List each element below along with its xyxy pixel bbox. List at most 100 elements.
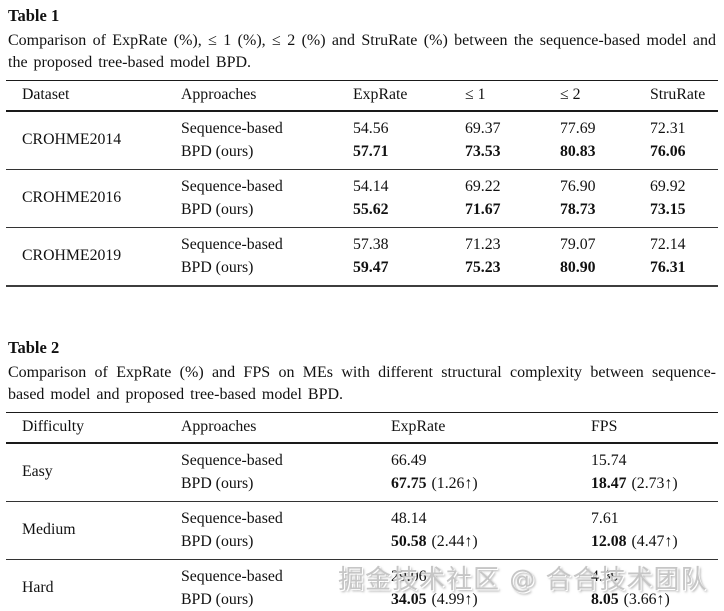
approach-label: BPD (ours) bbox=[181, 591, 254, 608]
leq2-cell: 77.69 80.83 bbox=[558, 111, 648, 170]
exprate-cell: 54.14 55.62 bbox=[351, 170, 463, 228]
metric-value-bold: 50.58 bbox=[391, 533, 427, 550]
metric-value: 77.69 bbox=[560, 120, 596, 137]
approach-cell: Sequence-based BPD (ours) bbox=[179, 111, 351, 170]
dataset-label: CROHME2019 bbox=[22, 247, 122, 264]
dataset-label: CROHME2016 bbox=[22, 189, 122, 206]
col-header-exprate: ExpRate bbox=[389, 412, 589, 444]
approach-cell: Sequence-based BPD (ours) bbox=[179, 502, 389, 560]
metric-value-bold: 67.75 bbox=[391, 475, 427, 492]
approach-label: BPD (ours) bbox=[181, 143, 254, 160]
table2-caption: Comparison of ExpRate (%) and FPS on MEs… bbox=[8, 364, 716, 403]
exprate-cell: 48.14 50.58 (2.44↑) bbox=[389, 502, 589, 560]
metric-value: 50.58 (2.44↑) bbox=[391, 530, 589, 553]
metric-value: 12.08 (4.47↑) bbox=[591, 530, 718, 553]
metric-value: 80.90 bbox=[560, 259, 596, 276]
section-spacer bbox=[4, 287, 720, 336]
approach-label: BPD (ours) bbox=[181, 533, 254, 550]
col-header-fps: FPS bbox=[589, 412, 718, 444]
col-header-approaches: Approaches bbox=[179, 80, 351, 112]
metric-value: 67.75 (1.26↑) bbox=[391, 472, 589, 495]
table2-title: Table 2 bbox=[8, 338, 60, 357]
metric-value: 54.14 bbox=[353, 178, 389, 195]
exprate-cell: 29.06 34.05 (4.99↑) bbox=[389, 560, 589, 611]
approach-label: BPD (ours) bbox=[181, 201, 254, 218]
metric-value: 73.53 bbox=[465, 143, 501, 160]
leq1-cell: 71.23 75.23 bbox=[463, 228, 558, 287]
metric-value: 4.39 bbox=[591, 568, 619, 585]
exprate-cell: 57.38 59.47 bbox=[351, 228, 463, 287]
metric-value: 76.90 bbox=[560, 178, 596, 195]
metric-delta: (4.47↑) bbox=[631, 533, 678, 550]
fps-cell: 15.74 18.47 (2.73↑) bbox=[589, 443, 718, 502]
metric-value-bold: 8.05 bbox=[591, 591, 619, 608]
metric-value: 59.47 bbox=[353, 259, 389, 276]
approach-label: Sequence-based bbox=[181, 452, 283, 469]
table-row-easy: Easy Sequence-based BPD (ours) 66.49 67.… bbox=[6, 443, 718, 502]
metric-value: 75.23 bbox=[465, 259, 501, 276]
metric-value: 48.14 bbox=[391, 510, 427, 527]
metric-value: 18.47 (2.73↑) bbox=[591, 472, 718, 495]
metric-delta: (1.26↑) bbox=[431, 475, 478, 492]
metric-value-bold: 34.05 bbox=[391, 591, 427, 608]
col-header-exprate: ExpRate bbox=[351, 80, 463, 112]
approach-cell: Sequence-based BPD (ours) bbox=[179, 443, 389, 502]
dataset-label: CROHME2014 bbox=[22, 131, 122, 148]
strurate-cell: 72.31 76.06 bbox=[648, 111, 718, 170]
table-row-crohme2019: CROHME2019 Sequence-based BPD (ours) 57.… bbox=[6, 227, 718, 287]
metric-value: 78.73 bbox=[560, 201, 596, 218]
table2: Difficulty Approaches ExpRate FPS Easy S… bbox=[6, 412, 718, 611]
metric-value: 71.67 bbox=[465, 201, 501, 218]
metric-value: 4.39 bbox=[591, 565, 718, 588]
table1-title: Table 1 bbox=[8, 6, 60, 25]
metric-delta: (3.66↑) bbox=[623, 591, 670, 608]
table1-section: Table 1 Comparison of ExpRate (%), ≤ 1 (… bbox=[4, 4, 720, 287]
table1-caption: Comparison of ExpRate (%), ≤ 1 (%), ≤ 2 … bbox=[8, 32, 716, 71]
table2-section: Table 2 Comparison of ExpRate (%) and FP… bbox=[4, 336, 720, 611]
approach-label: Sequence-based bbox=[181, 120, 283, 137]
metric-value: 54.56 bbox=[353, 120, 389, 137]
strurate-cell: 69.92 73.15 bbox=[648, 170, 718, 228]
metric-value: 76.31 bbox=[650, 259, 686, 276]
strurate-cell: 72.14 76.31 bbox=[648, 228, 718, 287]
metric-value: 15.74 bbox=[591, 452, 627, 469]
fps-cell: 7.61 12.08 (4.47↑) bbox=[589, 502, 718, 560]
table2-header: Difficulty Approaches ExpRate FPS bbox=[6, 412, 718, 444]
metric-value: 76.06 bbox=[650, 143, 686, 160]
approach-label: Sequence-based bbox=[181, 236, 283, 253]
col-header-leq2: ≤ 2 bbox=[558, 80, 648, 112]
metric-value: 34.05 (4.99↑) bbox=[391, 588, 589, 611]
col-header-difficulty: Difficulty bbox=[6, 412, 179, 444]
approach-label: BPD (ours) bbox=[181, 259, 254, 276]
leq1-cell: 69.37 73.53 bbox=[463, 111, 558, 170]
col-header-approaches: Approaches bbox=[179, 412, 389, 444]
exprate-cell: 54.56 57.71 bbox=[351, 111, 463, 170]
metric-value: 29.06 bbox=[391, 565, 589, 588]
difficulty-label: Hard bbox=[22, 579, 54, 596]
approach-label: Sequence-based bbox=[181, 510, 283, 527]
difficulty-label: Easy bbox=[22, 463, 53, 480]
metric-value: 66.49 bbox=[391, 449, 589, 472]
metric-delta: (2.44↑) bbox=[431, 533, 478, 550]
leq2-cell: 76.90 78.73 bbox=[558, 170, 648, 228]
approach-label: BPD (ours) bbox=[181, 475, 254, 492]
metric-value: 69.92 bbox=[650, 178, 686, 195]
metric-value: 69.22 bbox=[465, 178, 501, 195]
exprate-cell: 66.49 67.75 (1.26↑) bbox=[389, 443, 589, 502]
metric-value: 15.74 bbox=[591, 449, 718, 472]
metric-value: 7.61 bbox=[591, 510, 619, 527]
approach-label: Sequence-based bbox=[181, 568, 283, 585]
table1-header: Dataset Approaches ExpRate ≤ 1 ≤ 2 StruR… bbox=[6, 80, 718, 112]
metric-value-bold: 18.47 bbox=[591, 475, 627, 492]
metric-value: 57.38 bbox=[353, 236, 389, 253]
table-row-crohme2014: CROHME2014 Sequence-based BPD (ours) 54.… bbox=[6, 111, 718, 170]
approach-label: Sequence-based bbox=[181, 178, 283, 195]
metric-value: 73.15 bbox=[650, 201, 686, 218]
metric-value: 55.62 bbox=[353, 201, 389, 218]
metric-value: 72.31 bbox=[650, 120, 686, 137]
metric-value: 66.49 bbox=[391, 452, 427, 469]
metric-value: 29.06 bbox=[391, 568, 427, 585]
col-header-leq1: ≤ 1 bbox=[463, 80, 558, 112]
metric-value: 71.23 bbox=[465, 236, 501, 253]
